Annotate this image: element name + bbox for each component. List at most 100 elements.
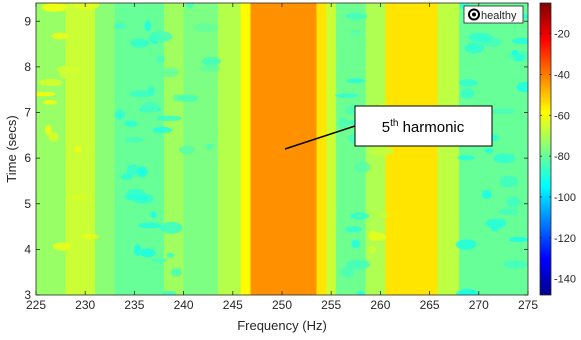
texture-blob xyxy=(59,68,73,79)
legend-label: healthy xyxy=(481,10,517,22)
texture-blob xyxy=(484,148,494,153)
texture-blob xyxy=(205,143,215,150)
texture-blob xyxy=(370,146,394,156)
y-tick-label: 8 xyxy=(24,60,31,74)
texture-blob xyxy=(141,101,159,113)
colorbar-tick-label: -120 xyxy=(554,233,576,245)
spectral-band xyxy=(95,3,116,295)
texture-blob xyxy=(80,234,100,240)
texture-blob xyxy=(44,125,52,136)
colorbar-tick-label: -60 xyxy=(554,110,570,122)
spectral-band xyxy=(250,3,317,295)
texture-blob xyxy=(42,100,58,105)
texture-blob xyxy=(160,67,179,78)
colorbar-tick-label: -140 xyxy=(554,274,576,286)
texture-blob xyxy=(468,32,492,43)
texture-blob xyxy=(48,131,59,142)
texture-blob xyxy=(456,289,479,295)
texture-blob xyxy=(376,212,389,218)
x-tick-label: 260 xyxy=(370,298,390,312)
texture-blob xyxy=(349,212,370,220)
texture-blob xyxy=(148,31,173,43)
spectral-band xyxy=(240,3,252,295)
x-tick-label: 240 xyxy=(174,298,194,312)
texture-blob xyxy=(354,161,371,173)
texture-blob xyxy=(346,78,365,84)
texture-blob xyxy=(69,193,90,201)
texture-blob xyxy=(458,79,478,87)
texture-blob xyxy=(455,239,477,250)
texture-blob xyxy=(335,93,359,99)
texture-blob xyxy=(161,290,177,295)
spectral-band xyxy=(336,3,367,295)
texture-blob xyxy=(176,94,199,102)
heatmap-area xyxy=(35,2,529,296)
spectral-band xyxy=(36,3,67,295)
texture-blob xyxy=(151,258,168,263)
texture-blob xyxy=(186,3,194,9)
texture-blob xyxy=(345,259,371,270)
texture-blob xyxy=(508,236,528,243)
legend-box xyxy=(463,5,524,24)
texture-blob xyxy=(52,242,72,251)
x-tick-label: 265 xyxy=(420,298,440,312)
texture-blob xyxy=(124,120,138,127)
y-axis-ticks: 3 4 5 6 7 8 9 xyxy=(24,14,528,302)
x-tick-label: 275 xyxy=(518,298,538,312)
y-tick-label: 9 xyxy=(24,14,31,28)
texture-blob xyxy=(144,20,152,32)
texture-blob xyxy=(150,211,157,218)
texture-blob xyxy=(457,155,475,161)
texture-blob xyxy=(129,90,155,98)
texture-blob xyxy=(126,164,139,176)
callout-line xyxy=(284,125,356,150)
callout-superscript: th xyxy=(390,118,398,129)
x-tick-label: 250 xyxy=(272,298,292,312)
texture-blob xyxy=(166,252,175,258)
texture-blob xyxy=(126,188,146,201)
texture-blob xyxy=(133,244,142,257)
legend: healthy xyxy=(463,5,524,24)
colorbar-ticks: -20 -40 -60 -80 -100 -120 -140 xyxy=(540,29,576,286)
texture-blob xyxy=(338,117,349,129)
texture-blob xyxy=(41,3,68,12)
texture-blob xyxy=(130,38,150,48)
texture-blob xyxy=(138,222,162,229)
texture-blob xyxy=(347,11,365,21)
texture-blob xyxy=(201,56,222,66)
texture-blob xyxy=(492,108,515,115)
y-tick-label: 7 xyxy=(24,106,31,120)
x-tick-label: 235 xyxy=(124,298,144,312)
texture-blob xyxy=(178,145,195,155)
texture-blob xyxy=(341,266,354,278)
texture-blob xyxy=(499,175,518,188)
texture-blob xyxy=(506,196,521,208)
y-tick-label: 4 xyxy=(24,242,31,256)
texture-blob xyxy=(464,42,485,54)
texture-blob xyxy=(460,88,475,99)
x-tick-label: 270 xyxy=(469,298,489,312)
y-tick-label: 6 xyxy=(24,151,31,165)
texture-blob xyxy=(156,115,182,122)
colorbar-tick-label: -20 xyxy=(554,29,570,41)
spectral-band xyxy=(316,3,327,295)
texture-blob xyxy=(193,22,218,33)
colorbar-tick-label: -40 xyxy=(554,69,570,81)
spectral-band xyxy=(437,3,460,295)
x-tick-label: 230 xyxy=(75,298,95,312)
texture-blob xyxy=(516,82,528,93)
texture-blob xyxy=(481,189,492,199)
texture-blob xyxy=(356,291,366,295)
texture-blob xyxy=(38,78,63,87)
y-tick-label: 5 xyxy=(24,197,31,211)
texture-blob xyxy=(199,64,221,72)
x-tick-label: 225 xyxy=(26,298,46,312)
spectral-bands xyxy=(36,3,528,295)
texture-blob xyxy=(74,147,82,152)
colorbar: -20 -40 -60 -80 -100 -120 -140 xyxy=(539,2,576,296)
texture-blob xyxy=(485,218,507,229)
x-axis-ticks: 225 230 235 240 245 250 255 260 265 270 275 xyxy=(26,3,538,312)
texture-blob xyxy=(367,232,387,242)
legend-marker-inner xyxy=(472,12,476,17)
x-tick-label: 255 xyxy=(321,298,341,312)
